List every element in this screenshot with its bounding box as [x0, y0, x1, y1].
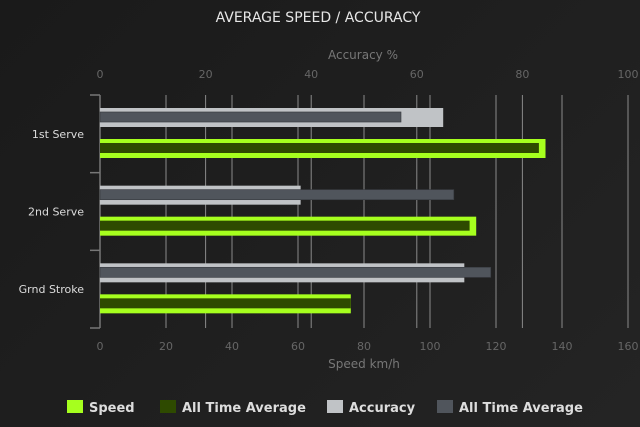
- bar-speed-average: [100, 143, 539, 153]
- bottom-tick-label: 100: [420, 340, 441, 353]
- bottom-tick-label: 20: [159, 340, 173, 353]
- category-label: 2nd Serve: [28, 206, 84, 219]
- bar-speed-average: [100, 298, 351, 309]
- top-tick-label: 40: [304, 68, 318, 81]
- bottom-tick-label: 40: [225, 340, 239, 353]
- category-label: Grnd Stroke: [19, 283, 85, 296]
- bottom-tick-label: 0: [97, 340, 104, 353]
- bottom-axis-label: Speed km/h: [328, 357, 400, 371]
- top-tick-label: 60: [410, 68, 424, 81]
- bottom-tick-label: 140: [552, 340, 573, 353]
- chart-title: AVERAGE SPEED / ACCURACY: [216, 10, 421, 26]
- legend-label: Speed: [89, 401, 135, 416]
- legend-swatch: [160, 400, 176, 413]
- bottom-tick-label: 80: [357, 340, 371, 353]
- category-label: 1st Serve: [32, 128, 84, 141]
- bar-accuracy-average: [99, 111, 402, 123]
- bottom-tick-label: 160: [618, 340, 639, 353]
- top-tick-label: 80: [515, 68, 529, 81]
- legend-label: All Time Average: [182, 401, 306, 416]
- top-tick-label: 0: [97, 68, 104, 81]
- legend-swatch: [327, 400, 343, 413]
- bar-accuracy-average: [99, 266, 492, 278]
- top-axis-label: Accuracy %: [328, 48, 398, 62]
- top-tick-label: 100: [618, 68, 639, 81]
- legend-label: All Time Average: [459, 401, 583, 416]
- bar-speed-average: [100, 220, 470, 231]
- bottom-tick-label: 120: [486, 340, 507, 353]
- bar-accuracy-average: [99, 189, 455, 201]
- legend-swatch: [67, 400, 83, 413]
- legend-label: Accuracy: [349, 401, 416, 416]
- top-tick-label: 20: [199, 68, 213, 81]
- legend-swatch: [437, 400, 453, 413]
- bottom-tick-label: 60: [291, 340, 305, 353]
